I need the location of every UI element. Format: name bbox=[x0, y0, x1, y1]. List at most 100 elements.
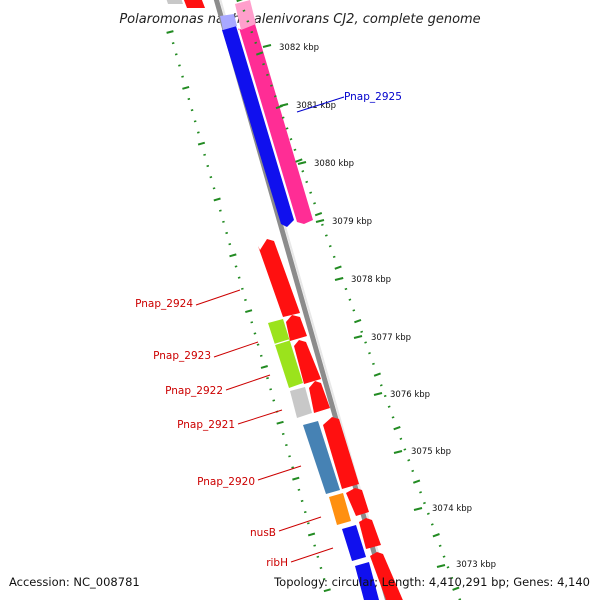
gene-ribh-fwd[interactable] bbox=[359, 518, 381, 549]
gene-upper-blue-top bbox=[220, 14, 237, 30]
kbp-label-3074: 3074 kbp bbox=[432, 504, 472, 514]
outer-ring-tick bbox=[438, 544, 442, 548]
outer-ring-tick bbox=[411, 469, 415, 473]
label-ribh[interactable]: ribH bbox=[266, 557, 288, 569]
inner-ring-tick bbox=[281, 432, 285, 436]
outer-ring-tick bbox=[313, 202, 316, 205]
inner-ring-tick bbox=[218, 209, 222, 212]
inner-ring-tick bbox=[240, 287, 244, 290]
inner-ring-tick bbox=[313, 544, 317, 547]
inner-ring-tick bbox=[269, 388, 273, 391]
outer-ring-tick bbox=[368, 352, 371, 355]
outer-ring-tick bbox=[281, 116, 285, 119]
gene-pnap-2925-blue[interactable] bbox=[222, 26, 294, 227]
inner-ring-tick bbox=[228, 243, 232, 246]
inner-ring-tick bbox=[234, 265, 238, 268]
gene-labels: Pnap_2925 Pnap_2924 Pnap_2923 Pnap_2922 … bbox=[135, 91, 402, 569]
gene-upper-red[interactable] bbox=[182, 0, 205, 8]
kbp-label-3079: 3079 kbp bbox=[332, 217, 372, 227]
label-nusb[interactable]: nusB bbox=[250, 527, 276, 539]
outer-ring-tick bbox=[246, 20, 250, 23]
outer-ring-tick bbox=[387, 405, 391, 408]
label-pnap-2923[interactable]: Pnap_2923 bbox=[153, 350, 211, 362]
gene-pnap-2925-top bbox=[235, 0, 256, 30]
gene-pnap-2925[interactable] bbox=[238, 24, 313, 224]
inner-ring-tick bbox=[203, 153, 206, 156]
reverse-strand-genes bbox=[166, 0, 379, 600]
outer-ring-tick bbox=[309, 191, 313, 194]
inner-ring-tick bbox=[291, 466, 295, 469]
outer-ring-tick bbox=[450, 576, 454, 580]
outer-ring-tick bbox=[305, 180, 309, 184]
gene-lower-red[interactable] bbox=[370, 552, 405, 600]
outer-ring-tick bbox=[452, 586, 460, 591]
inner-ring-tick bbox=[237, 276, 241, 279]
label-pnap-2925[interactable]: Pnap_2925 bbox=[344, 91, 402, 103]
kbp-label-3073: 3073 kbp bbox=[456, 560, 496, 570]
inner-ring-tick bbox=[245, 309, 253, 314]
inner-ring-tick bbox=[193, 120, 197, 123]
gene-pnap-2924[interactable] bbox=[258, 239, 300, 317]
outer-ring-tick bbox=[391, 416, 395, 419]
gene-pnap-2923-divider bbox=[272, 339, 290, 346]
outer-ring-tick bbox=[426, 512, 430, 515]
label-pnap-2920[interactable]: Pnap_2920 bbox=[197, 476, 255, 488]
outer-ring-tick bbox=[360, 330, 364, 333]
outer-ring-tick bbox=[270, 84, 273, 87]
kbp-label-3077: 3077 kbp bbox=[371, 333, 411, 343]
gene-pnap-2921[interactable] bbox=[290, 387, 312, 418]
outer-ring-tick bbox=[354, 318, 362, 324]
inner-ring-tick bbox=[244, 298, 247, 302]
inner-ring-tick bbox=[171, 42, 175, 45]
kbp-label-3080: 3080 kbp bbox=[314, 159, 354, 169]
gene-pnap-2920-fwd[interactable] bbox=[323, 417, 359, 489]
inner-ring-tick bbox=[222, 220, 225, 223]
gene-pnap-2922-fwd[interactable] bbox=[294, 340, 321, 384]
gene-pnap-2921-fwd[interactable] bbox=[309, 381, 330, 413]
inner-ring-tick bbox=[181, 75, 184, 78]
gene-nusb[interactable] bbox=[329, 493, 351, 525]
gene-nusb-fwd[interactable] bbox=[346, 488, 369, 516]
inner-ring-tick bbox=[178, 64, 181, 67]
inner-ring-tick bbox=[190, 109, 194, 112]
forward-strand-genes bbox=[182, 0, 405, 600]
inner-ring-tick bbox=[272, 399, 276, 402]
outer-ring-tick bbox=[352, 309, 356, 312]
gene-pnap-2923-fwd[interactable] bbox=[286, 315, 307, 341]
outer-ring-tick bbox=[321, 223, 324, 226]
label-pnap-2924[interactable]: Pnap_2924 bbox=[135, 298, 193, 310]
outer-ring-tick bbox=[273, 95, 277, 98]
kbp-label-3075: 3075 kbp bbox=[411, 447, 451, 457]
outer-tick-ring bbox=[236, 0, 462, 600]
gene-pnap-2920[interactable] bbox=[303, 421, 340, 494]
inner-ring-tick bbox=[229, 253, 237, 258]
inner-ring-tick bbox=[300, 499, 304, 503]
outer-ring-tick bbox=[262, 63, 265, 66]
outer-ring-tick bbox=[412, 479, 421, 484]
gene-pnap-2923[interactable] bbox=[268, 319, 303, 388]
inner-ring-tick bbox=[288, 455, 291, 458]
inner-ring-tick bbox=[284, 444, 288, 447]
outer-ring-tick bbox=[266, 73, 269, 77]
outer-ring-tick bbox=[430, 523, 434, 526]
outer-ring-tick bbox=[285, 127, 289, 130]
inner-ring-tick bbox=[307, 532, 316, 537]
inner-ring-tick bbox=[250, 321, 254, 324]
accession-text: Accession: NC_008781 bbox=[9, 575, 140, 589]
outer-ring-tick bbox=[446, 566, 450, 569]
inner-tick-ring bbox=[166, 30, 331, 593]
kbp-label-3078: 3078 kbp bbox=[351, 275, 391, 285]
label-pnap-2922[interactable]: Pnap_2922 bbox=[165, 385, 223, 397]
kbp-label-3076: 3076 kbp bbox=[390, 390, 430, 400]
label-pnap-2921[interactable]: Pnap_2921 bbox=[177, 419, 235, 431]
gene-ribh[interactable] bbox=[342, 525, 366, 561]
outer-ring-tick bbox=[364, 341, 367, 344]
outer-ring-tick bbox=[348, 298, 352, 301]
outer-ring-tick bbox=[324, 234, 328, 237]
outer-ring-tick bbox=[295, 158, 303, 163]
outer-ring-tick bbox=[423, 501, 426, 505]
inner-ring-tick bbox=[166, 30, 174, 34]
outer-ring-tick bbox=[328, 245, 332, 248]
kbp-label-3082: 3082 kbp bbox=[279, 43, 319, 53]
